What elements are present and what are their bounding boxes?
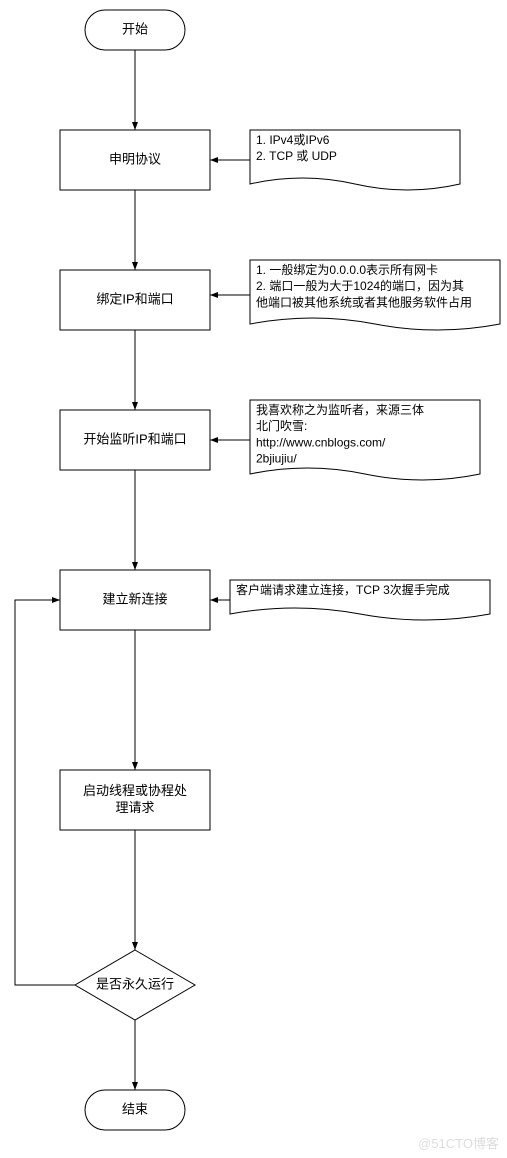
node-end: 结束 [85,1090,185,1130]
svg-text:申明协议: 申明协议 [109,151,161,166]
node-spawn: 启动线程或协程处理请求 [60,770,210,830]
note-note2: 1. 一般绑定为0.0.0.0表示所有网卡2. 端口一般为大于1024的端口，因… [250,260,500,330]
svg-text:2. 端口一般为大于1024的端口，因为其: 2. 端口一般为大于1024的端口，因为其 [256,278,464,293]
node-listen: 开始监听IP和端口 [60,410,210,470]
svg-text:我喜欢称之为监听者，来源三体: 我喜欢称之为监听者，来源三体 [256,402,424,417]
node-loop: 是否永久运行 [75,950,195,1020]
svg-text:1. IPv4或IPv6: 1. IPv4或IPv6 [256,133,330,147]
node-start: 开始 [85,10,185,50]
svg-text:是否永久运行: 是否永久运行 [96,976,174,991]
svg-text:开始: 开始 [122,21,148,36]
svg-text:1. 一般绑定为0.0.0.0表示所有网卡: 1. 一般绑定为0.0.0.0表示所有网卡 [256,262,438,277]
node-accept: 建立新连接 [60,570,210,630]
svg-text:启动线程或协程处: 启动线程或协程处 [83,783,187,798]
svg-text:理请求: 理请求 [115,800,154,815]
watermark-text: @51CTO博客 [418,1133,499,1152]
note-note1: 1. IPv4或IPv6 2. TCP 或 UDP [250,130,460,190]
svg-text:北门吹雪:: 北门吹雪: [256,418,307,433]
svg-text:2. TCP 或 UDP: 2. TCP 或 UDP [256,149,337,163]
svg-text:2bjiujiu/: 2bjiujiu/ [256,452,297,466]
svg-text:开始监听IP和端口: 开始监听IP和端口 [83,431,186,446]
svg-text:他端口被其他系统或者其他服务软件占用: 他端口被其他系统或者其他服务软件占用 [256,294,472,309]
note-note3: 我喜欢称之为监听者，来源三体北门吹雪: http://www.cnblogs.c… [250,400,480,480]
svg-text:建立新连接: 建立新连接 [102,591,167,606]
node-bind: 绑定IP和端口 [60,270,210,330]
svg-text:绑定IP和端口: 绑定IP和端口 [96,291,173,306]
svg-text:http://www.cnblogs.com/: http://www.cnblogs.com/ [256,435,386,449]
note-note4: 客户端请求建立连接，TCP 3次握手完成 [230,580,490,620]
node-declare: 申明协议 [60,130,210,190]
flowchart-svg: 开始申明协议绑定IP和端口开始监听IP和端口建立新连接启动线程或协程处理请求是否… [0,0,507,1158]
svg-text:客户端请求建立连接，TCP 3次握手完成: 客户端请求建立连接，TCP 3次握手完成 [236,582,450,597]
svg-text:结束: 结束 [122,1101,148,1116]
flowchart-canvas: 开始申明协议绑定IP和端口开始监听IP和端口建立新连接启动线程或协程处理请求是否… [0,0,507,1158]
